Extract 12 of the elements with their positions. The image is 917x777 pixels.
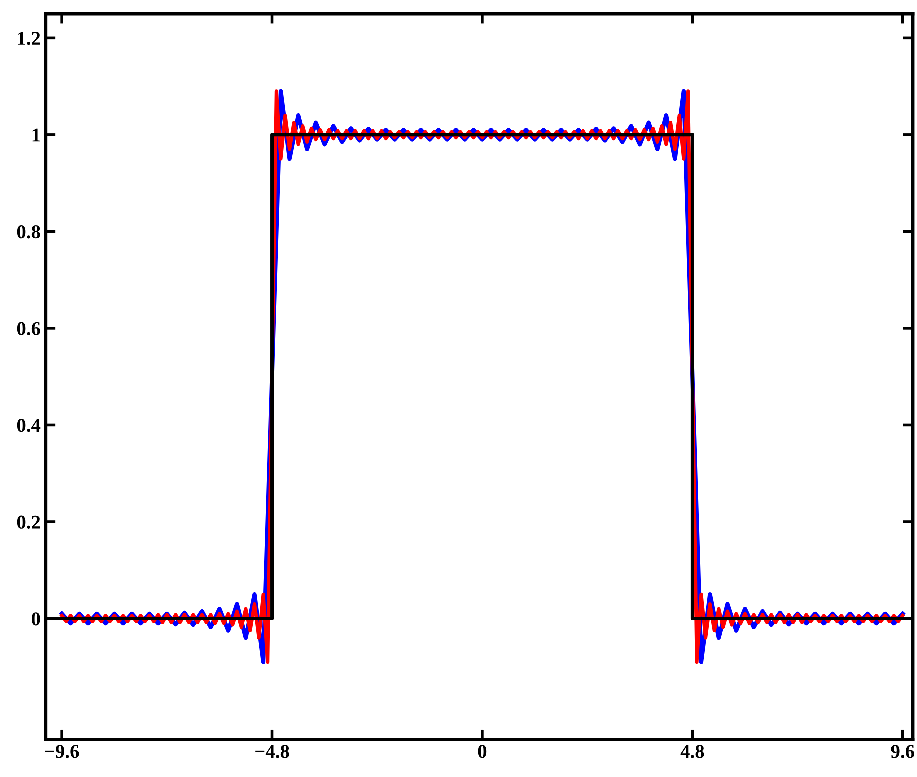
x-tick-label: −9.6 bbox=[45, 745, 80, 758]
y-tick-label: 1.2 bbox=[18, 32, 40, 46]
x-tick-label: −4.8 bbox=[256, 745, 290, 758]
y-tick-label: 0.2 bbox=[17, 516, 40, 530]
y-tick-label: 0 bbox=[32, 612, 40, 626]
y-tick-label: 0.8 bbox=[17, 226, 40, 239]
y-tick-label: 0.6 bbox=[17, 322, 40, 336]
y-tick-label: 1 bbox=[32, 128, 40, 142]
x-tick-label: 4.8 bbox=[680, 745, 704, 758]
x-tick-label: 0 bbox=[478, 745, 487, 758]
x-tick-label: 9.6 bbox=[891, 745, 914, 758]
y-tick-label: 0.4 bbox=[17, 419, 41, 432]
